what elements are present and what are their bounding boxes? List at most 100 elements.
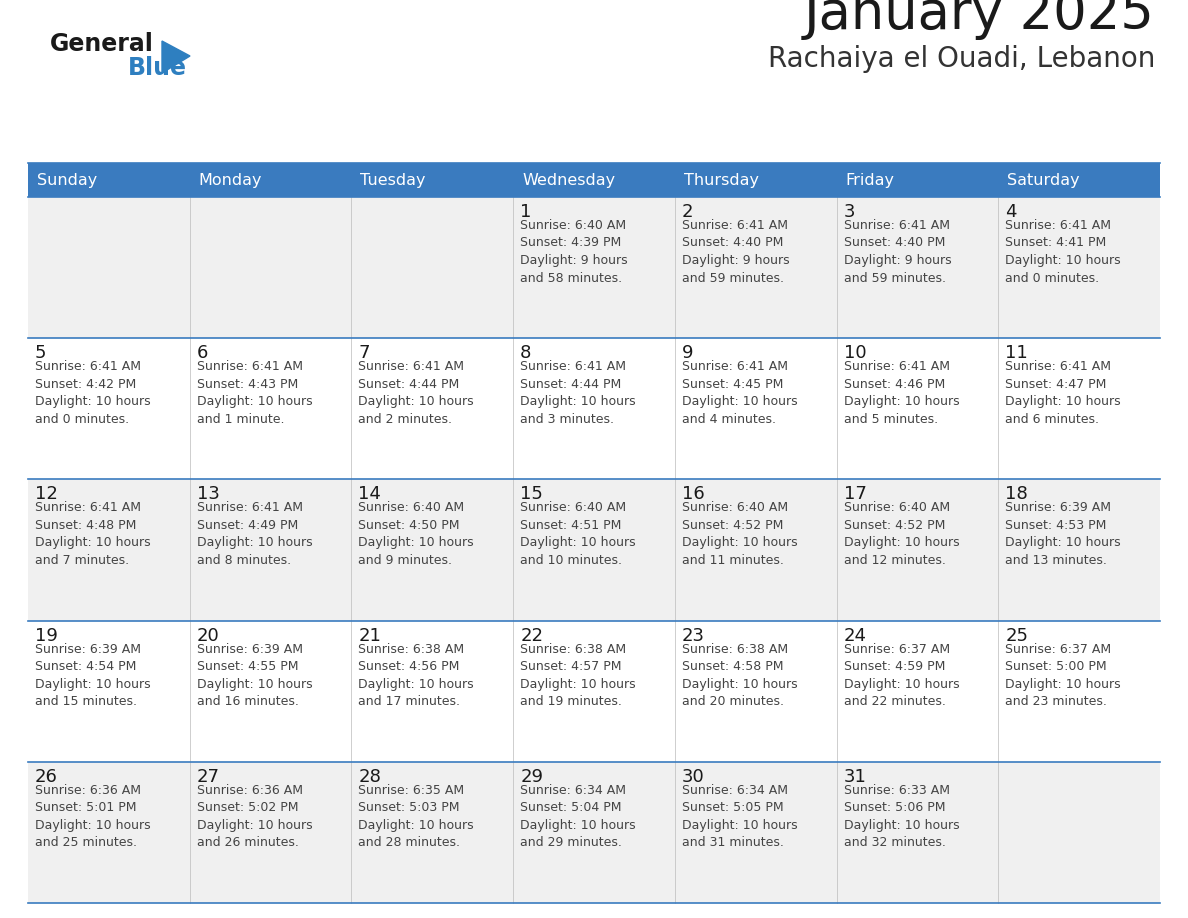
Text: Sunrise: 6:41 AM
Sunset: 4:40 PM
Daylight: 9 hours
and 59 minutes.: Sunrise: 6:41 AM Sunset: 4:40 PM Dayligh… — [682, 219, 790, 285]
Text: 29: 29 — [520, 767, 543, 786]
Bar — [998, 479, 1159, 621]
Text: Wednesday: Wednesday — [523, 173, 615, 187]
Text: Sunrise: 6:41 AM
Sunset: 4:43 PM
Daylight: 10 hours
and 1 minute.: Sunrise: 6:41 AM Sunset: 4:43 PM Dayligh… — [197, 360, 312, 426]
Text: Sunrise: 6:38 AM
Sunset: 4:58 PM
Daylight: 10 hours
and 20 minutes.: Sunrise: 6:38 AM Sunset: 4:58 PM Dayligh… — [682, 643, 797, 708]
Bar — [190, 338, 352, 479]
Text: 30: 30 — [682, 767, 704, 786]
Bar — [998, 621, 1159, 762]
Bar — [675, 621, 836, 762]
Text: 6: 6 — [197, 344, 208, 363]
Bar — [513, 163, 675, 197]
Text: 24: 24 — [843, 627, 866, 644]
Bar — [513, 479, 675, 621]
Text: Sunrise: 6:41 AM
Sunset: 4:45 PM
Daylight: 10 hours
and 4 minutes.: Sunrise: 6:41 AM Sunset: 4:45 PM Dayligh… — [682, 360, 797, 426]
Text: Sunrise: 6:41 AM
Sunset: 4:40 PM
Daylight: 9 hours
and 59 minutes.: Sunrise: 6:41 AM Sunset: 4:40 PM Dayligh… — [843, 219, 952, 285]
Text: 17: 17 — [843, 486, 866, 503]
Text: Sunrise: 6:37 AM
Sunset: 4:59 PM
Daylight: 10 hours
and 22 minutes.: Sunrise: 6:37 AM Sunset: 4:59 PM Dayligh… — [843, 643, 959, 708]
Text: Sunrise: 6:38 AM
Sunset: 4:57 PM
Daylight: 10 hours
and 19 minutes.: Sunrise: 6:38 AM Sunset: 4:57 PM Dayligh… — [520, 643, 636, 708]
Bar — [29, 621, 190, 762]
Bar — [836, 762, 998, 903]
Bar — [836, 338, 998, 479]
Bar — [836, 479, 998, 621]
Bar — [29, 762, 190, 903]
Text: 31: 31 — [843, 767, 866, 786]
Bar — [352, 163, 513, 197]
Text: Sunrise: 6:41 AM
Sunset: 4:48 PM
Daylight: 10 hours
and 7 minutes.: Sunrise: 6:41 AM Sunset: 4:48 PM Dayligh… — [34, 501, 151, 567]
Bar — [675, 163, 836, 197]
Bar — [675, 479, 836, 621]
Text: 7: 7 — [359, 344, 369, 363]
Bar — [998, 163, 1159, 197]
Text: Sunrise: 6:39 AM
Sunset: 4:55 PM
Daylight: 10 hours
and 16 minutes.: Sunrise: 6:39 AM Sunset: 4:55 PM Dayligh… — [197, 643, 312, 708]
Text: 10: 10 — [843, 344, 866, 363]
Bar — [29, 479, 190, 621]
Bar — [352, 621, 513, 762]
Text: Rachaiya el Ouadi, Lebanon: Rachaiya el Ouadi, Lebanon — [767, 45, 1155, 73]
Text: 25: 25 — [1005, 627, 1029, 644]
Text: Sunrise: 6:40 AM
Sunset: 4:39 PM
Daylight: 9 hours
and 58 minutes.: Sunrise: 6:40 AM Sunset: 4:39 PM Dayligh… — [520, 219, 627, 285]
Text: Sunrise: 6:41 AM
Sunset: 4:41 PM
Daylight: 10 hours
and 0 minutes.: Sunrise: 6:41 AM Sunset: 4:41 PM Dayligh… — [1005, 219, 1121, 285]
Text: 16: 16 — [682, 486, 704, 503]
Bar — [190, 479, 352, 621]
Bar — [352, 762, 513, 903]
Bar — [513, 197, 675, 338]
Bar — [675, 197, 836, 338]
Text: Sunrise: 6:40 AM
Sunset: 4:52 PM
Daylight: 10 hours
and 12 minutes.: Sunrise: 6:40 AM Sunset: 4:52 PM Dayligh… — [843, 501, 959, 567]
Bar — [836, 197, 998, 338]
Text: 28: 28 — [359, 767, 381, 786]
Bar — [352, 338, 513, 479]
Text: 23: 23 — [682, 627, 704, 644]
Text: 5: 5 — [34, 344, 46, 363]
Bar — [190, 762, 352, 903]
Text: 13: 13 — [197, 486, 220, 503]
Text: Thursday: Thursday — [684, 173, 759, 187]
Text: 20: 20 — [197, 627, 220, 644]
Text: Sunrise: 6:36 AM
Sunset: 5:02 PM
Daylight: 10 hours
and 26 minutes.: Sunrise: 6:36 AM Sunset: 5:02 PM Dayligh… — [197, 784, 312, 849]
Text: 12: 12 — [34, 486, 58, 503]
Bar — [513, 338, 675, 479]
Text: Sunrise: 6:35 AM
Sunset: 5:03 PM
Daylight: 10 hours
and 28 minutes.: Sunrise: 6:35 AM Sunset: 5:03 PM Dayligh… — [359, 784, 474, 849]
Bar — [352, 197, 513, 338]
Text: 18: 18 — [1005, 486, 1028, 503]
Bar — [675, 762, 836, 903]
Text: Sunrise: 6:33 AM
Sunset: 5:06 PM
Daylight: 10 hours
and 32 minutes.: Sunrise: 6:33 AM Sunset: 5:06 PM Dayligh… — [843, 784, 959, 849]
Text: Tuesday: Tuesday — [360, 173, 426, 187]
Text: Sunrise: 6:41 AM
Sunset: 4:46 PM
Daylight: 10 hours
and 5 minutes.: Sunrise: 6:41 AM Sunset: 4:46 PM Dayligh… — [843, 360, 959, 426]
Text: 22: 22 — [520, 627, 543, 644]
Text: Sunrise: 6:34 AM
Sunset: 5:04 PM
Daylight: 10 hours
and 29 minutes.: Sunrise: 6:34 AM Sunset: 5:04 PM Dayligh… — [520, 784, 636, 849]
Text: Sunrise: 6:37 AM
Sunset: 5:00 PM
Daylight: 10 hours
and 23 minutes.: Sunrise: 6:37 AM Sunset: 5:00 PM Dayligh… — [1005, 643, 1121, 708]
Text: 4: 4 — [1005, 203, 1017, 221]
Text: Sunrise: 6:40 AM
Sunset: 4:50 PM
Daylight: 10 hours
and 9 minutes.: Sunrise: 6:40 AM Sunset: 4:50 PM Dayligh… — [359, 501, 474, 567]
Text: 9: 9 — [682, 344, 694, 363]
Polygon shape — [162, 41, 190, 73]
Text: 19: 19 — [34, 627, 58, 644]
Text: Blue: Blue — [128, 56, 187, 80]
Text: Sunrise: 6:40 AM
Sunset: 4:52 PM
Daylight: 10 hours
and 11 minutes.: Sunrise: 6:40 AM Sunset: 4:52 PM Dayligh… — [682, 501, 797, 567]
Bar — [29, 338, 190, 479]
Text: 2: 2 — [682, 203, 694, 221]
Bar — [998, 338, 1159, 479]
Bar — [836, 163, 998, 197]
Bar — [836, 621, 998, 762]
Text: Sunrise: 6:41 AM
Sunset: 4:44 PM
Daylight: 10 hours
and 3 minutes.: Sunrise: 6:41 AM Sunset: 4:44 PM Dayligh… — [520, 360, 636, 426]
Bar — [998, 197, 1159, 338]
Bar — [998, 762, 1159, 903]
Bar — [352, 479, 513, 621]
Text: Sunrise: 6:36 AM
Sunset: 5:01 PM
Daylight: 10 hours
and 25 minutes.: Sunrise: 6:36 AM Sunset: 5:01 PM Dayligh… — [34, 784, 151, 849]
Text: General: General — [50, 32, 154, 56]
Text: 8: 8 — [520, 344, 531, 363]
Text: 15: 15 — [520, 486, 543, 503]
Text: Sunrise: 6:41 AM
Sunset: 4:49 PM
Daylight: 10 hours
and 8 minutes.: Sunrise: 6:41 AM Sunset: 4:49 PM Dayligh… — [197, 501, 312, 567]
Text: Sunday: Sunday — [37, 173, 97, 187]
Bar — [29, 163, 190, 197]
Bar — [190, 621, 352, 762]
Text: Sunrise: 6:40 AM
Sunset: 4:51 PM
Daylight: 10 hours
and 10 minutes.: Sunrise: 6:40 AM Sunset: 4:51 PM Dayligh… — [520, 501, 636, 567]
Text: 21: 21 — [359, 627, 381, 644]
Text: 26: 26 — [34, 767, 58, 786]
Text: 3: 3 — [843, 203, 855, 221]
Text: 11: 11 — [1005, 344, 1028, 363]
Bar — [513, 621, 675, 762]
Bar — [513, 762, 675, 903]
Text: Sunrise: 6:39 AM
Sunset: 4:54 PM
Daylight: 10 hours
and 15 minutes.: Sunrise: 6:39 AM Sunset: 4:54 PM Dayligh… — [34, 643, 151, 708]
Text: Friday: Friday — [846, 173, 895, 187]
